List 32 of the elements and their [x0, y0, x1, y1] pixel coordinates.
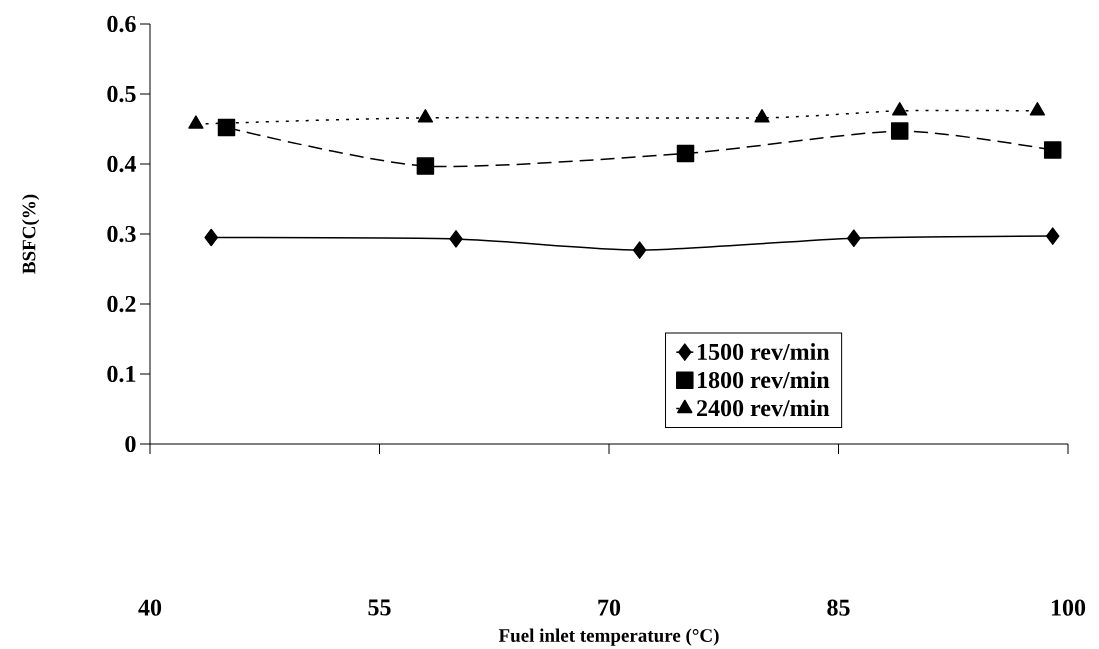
x-tick-label: 70 [598, 599, 621, 616]
point [676, 144, 695, 163]
point [1029, 102, 1046, 116]
y-tick-label: 0.3 [107, 225, 136, 243]
point [847, 229, 861, 247]
y-tick-label: 0 [125, 435, 136, 453]
y-tick-label: 0.4 [107, 155, 137, 173]
point [890, 122, 909, 140]
y-tick-label: 0.2 [107, 295, 136, 313]
x-axis-title: Fuel inlet temperature (°C) [498, 628, 719, 646]
point [892, 102, 908, 116]
point [217, 118, 236, 137]
point [1045, 227, 1060, 245]
x-tick-label: 85 [827, 599, 850, 616]
x-tick-label: 100 [1051, 599, 1086, 616]
x-tick-label: 55 [368, 599, 391, 616]
y-tick-label: 0.5 [107, 85, 136, 103]
point [632, 241, 647, 259]
legend-label: 1500 rev/min [698, 343, 830, 360]
point [204, 228, 218, 247]
point [416, 157, 435, 175]
x-tick-label: 40 [138, 599, 162, 616]
point [754, 109, 770, 123]
y-tick-label: 0.6 [107, 15, 136, 33]
y-axis-title: BSFC(%) [22, 194, 40, 274]
legend-label: 1800 rev/min [698, 371, 830, 389]
y-tick-label: 0.1 [107, 365, 136, 383]
legend-label: 2400 rev/min [697, 399, 830, 417]
point [188, 115, 204, 129]
point [417, 109, 434, 123]
point [449, 230, 463, 248]
point [1043, 141, 1062, 159]
